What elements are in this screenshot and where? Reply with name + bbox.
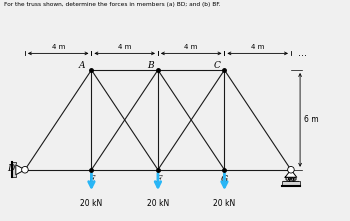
Text: 4 m: 4 m	[184, 44, 198, 50]
Text: 20 kN: 20 kN	[213, 199, 236, 208]
Text: ...: ...	[298, 48, 307, 57]
Circle shape	[23, 168, 27, 172]
Text: G: G	[221, 175, 228, 184]
Text: 4 m: 4 m	[51, 44, 65, 50]
Text: D: D	[7, 164, 14, 173]
Text: A: A	[79, 61, 85, 70]
Text: E: E	[88, 175, 95, 184]
Circle shape	[288, 167, 294, 173]
Text: 4 m: 4 m	[118, 44, 131, 50]
Text: C: C	[214, 61, 220, 70]
Polygon shape	[285, 170, 297, 177]
Text: 6 m: 6 m	[304, 115, 319, 124]
Text: For the truss shown, determine the forces in members (a) BD; and (b) BF.: For the truss shown, determine the force…	[4, 2, 220, 7]
Text: F: F	[155, 175, 161, 184]
Circle shape	[289, 168, 293, 172]
Polygon shape	[16, 165, 25, 175]
Text: 4 m: 4 m	[251, 44, 264, 50]
Text: H: H	[287, 175, 295, 184]
Text: B: B	[147, 61, 154, 70]
Bar	[282, 181, 300, 186]
Circle shape	[22, 167, 28, 173]
Text: 20 kN: 20 kN	[80, 199, 103, 208]
Bar	[13, 162, 16, 177]
Text: 20 kN: 20 kN	[147, 199, 169, 208]
